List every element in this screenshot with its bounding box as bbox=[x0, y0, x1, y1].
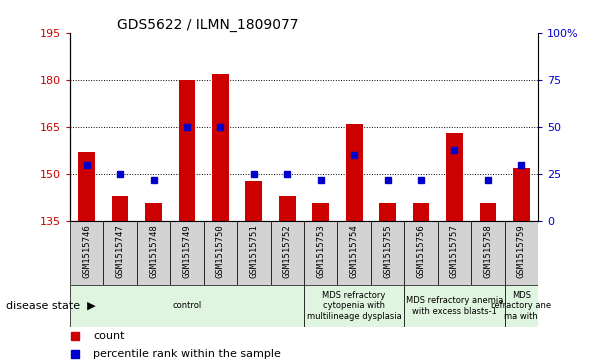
Bar bbox=[404, 285, 505, 327]
Text: GSM1515759: GSM1515759 bbox=[517, 225, 526, 278]
Text: GSM1515754: GSM1515754 bbox=[350, 225, 359, 278]
Bar bbox=[204, 221, 237, 285]
Bar bbox=[103, 221, 137, 285]
Bar bbox=[304, 221, 337, 285]
Bar bbox=[413, 203, 429, 221]
Bar bbox=[304, 285, 404, 327]
Bar bbox=[513, 168, 530, 221]
Bar bbox=[505, 285, 538, 327]
Bar bbox=[438, 221, 471, 285]
Text: GSM1515748: GSM1515748 bbox=[149, 225, 158, 278]
Bar bbox=[271, 221, 304, 285]
Bar bbox=[237, 221, 271, 285]
Text: MDS
refractory ane
ma with: MDS refractory ane ma with bbox=[491, 291, 551, 321]
Bar bbox=[446, 133, 463, 221]
Bar bbox=[170, 221, 204, 285]
Bar bbox=[70, 285, 304, 327]
Text: GSM1515752: GSM1515752 bbox=[283, 225, 292, 278]
Bar bbox=[279, 196, 295, 221]
Bar bbox=[346, 124, 362, 221]
Text: GSM1515747: GSM1515747 bbox=[116, 225, 125, 278]
Bar bbox=[404, 221, 438, 285]
Text: GSM1515751: GSM1515751 bbox=[249, 225, 258, 278]
Bar bbox=[371, 221, 404, 285]
Bar bbox=[337, 221, 371, 285]
Bar bbox=[70, 221, 103, 285]
Text: GSM1515746: GSM1515746 bbox=[82, 225, 91, 278]
Bar bbox=[145, 203, 162, 221]
Bar bbox=[112, 196, 128, 221]
Text: GSM1515756: GSM1515756 bbox=[416, 225, 426, 278]
Text: GSM1515757: GSM1515757 bbox=[450, 225, 459, 278]
Bar bbox=[179, 80, 195, 221]
Text: MDS refractory
cytopenia with
multilineage dysplasia: MDS refractory cytopenia with multilinea… bbox=[307, 291, 401, 321]
Bar bbox=[212, 74, 229, 221]
Text: count: count bbox=[94, 331, 125, 341]
Bar bbox=[137, 221, 170, 285]
Bar bbox=[471, 221, 505, 285]
Text: GSM1515749: GSM1515749 bbox=[182, 225, 192, 278]
Bar bbox=[313, 203, 329, 221]
Bar bbox=[379, 203, 396, 221]
Text: percentile rank within the sample: percentile rank within the sample bbox=[94, 349, 282, 359]
Text: disease state  ▶: disease state ▶ bbox=[6, 301, 95, 311]
Text: GDS5622 / ILMN_1809077: GDS5622 / ILMN_1809077 bbox=[117, 18, 299, 32]
Text: control: control bbox=[172, 301, 202, 310]
Text: GSM1515758: GSM1515758 bbox=[483, 225, 492, 278]
Bar bbox=[505, 221, 538, 285]
Bar bbox=[78, 152, 95, 221]
Bar bbox=[480, 203, 496, 221]
Text: MDS refractory anemia
with excess blasts-1: MDS refractory anemia with excess blasts… bbox=[406, 296, 503, 315]
Text: GSM1515750: GSM1515750 bbox=[216, 225, 225, 278]
Text: GSM1515753: GSM1515753 bbox=[316, 225, 325, 278]
Bar bbox=[246, 180, 262, 221]
Text: GSM1515755: GSM1515755 bbox=[383, 225, 392, 278]
